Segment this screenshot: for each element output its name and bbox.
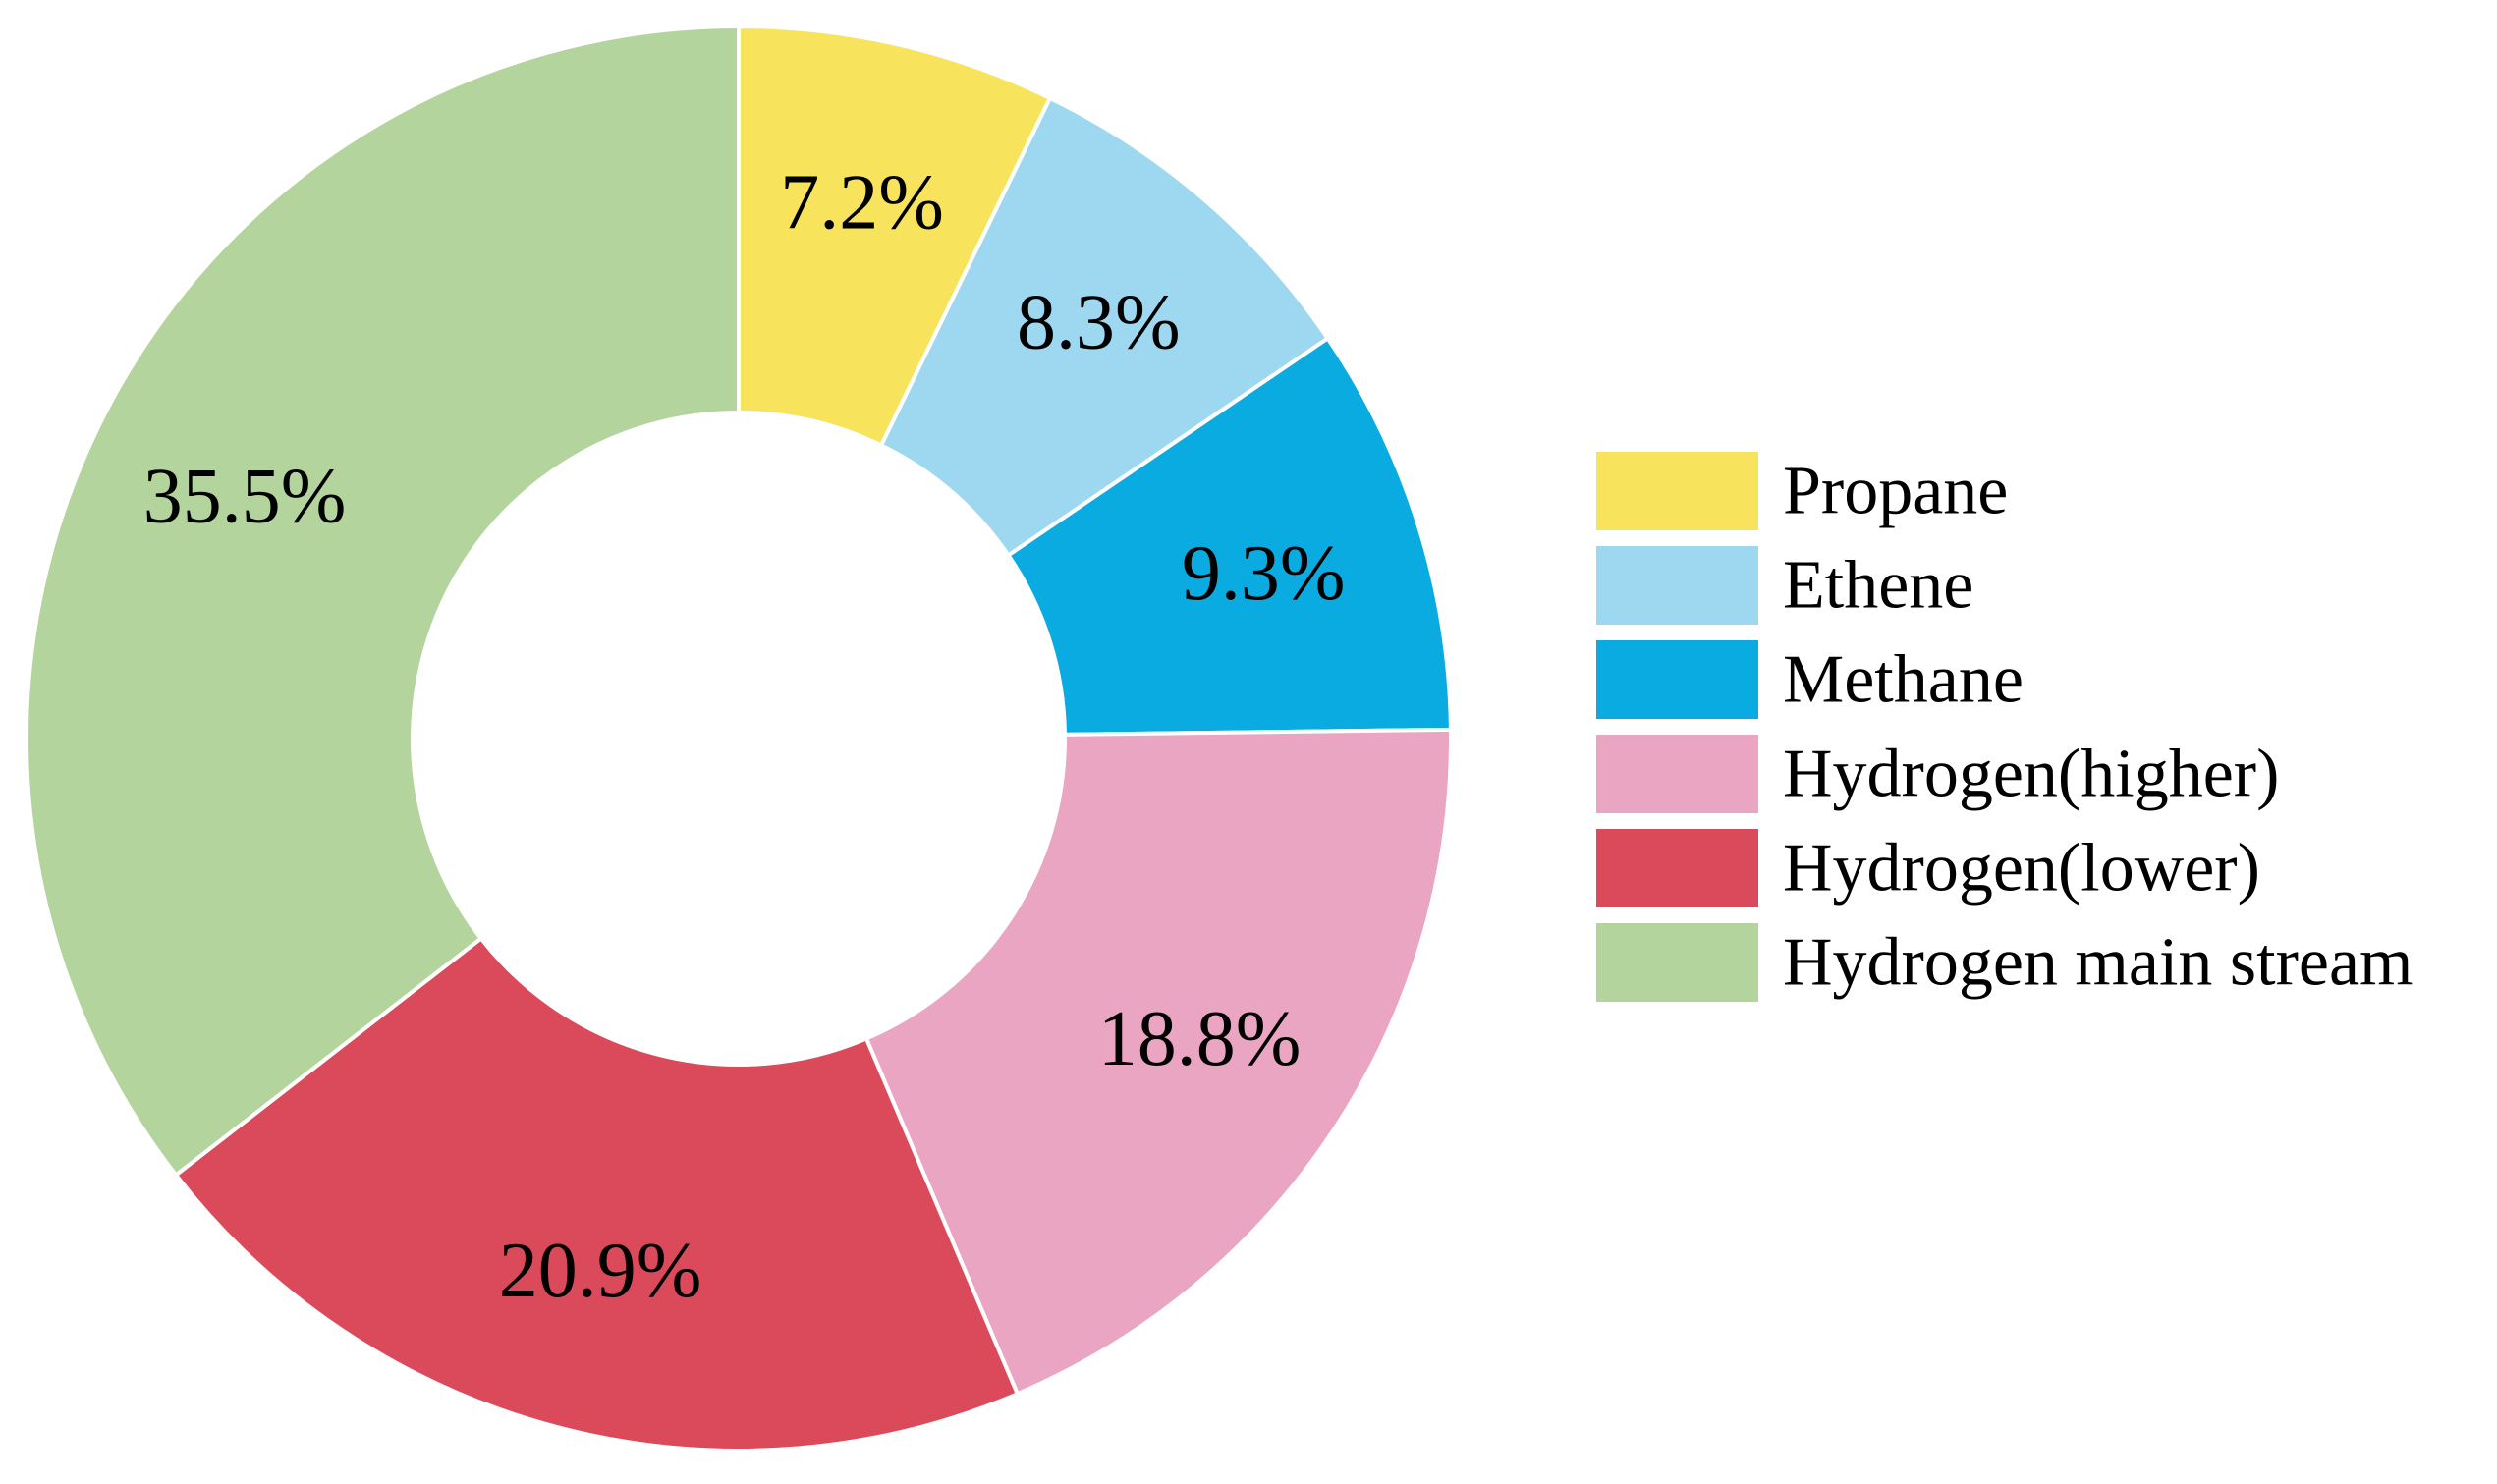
legend-swatch-hydrogen-lower — [1596, 829, 1758, 907]
data-label-hydrogen-higher: 18.8% — [1098, 996, 1302, 1082]
legend-item-ethene: Ethene — [1596, 546, 1973, 625]
slice-hydrogen-main-stream — [25, 24, 741, 1179]
legend-label-hydrogen-main-stream: Hydrogen main stream — [1783, 925, 2413, 1001]
legend: Propane Ethene Methane Hydrogen(higher) Hydr… — [1596, 452, 2413, 1002]
legend-item-hydrogen-higher: Hydrogen(higher) — [1596, 735, 2279, 813]
legend-item-propane: Propane — [1596, 452, 2008, 530]
legend-label-hydrogen-lower: Hydrogen(lower) — [1783, 831, 2260, 907]
data-label-methane: 9.3% — [1182, 530, 1346, 617]
data-label-hydrogen-main-stream: 35.5% — [143, 454, 347, 540]
legend-item-hydrogen-main-stream: Hydrogen main stream — [1596, 923, 2413, 1002]
slice-methane — [1005, 335, 1453, 737]
legend-label-propane: Propane — [1783, 454, 2008, 529]
legend-swatch-hydrogen-higher — [1596, 735, 1758, 813]
slice-hydrogen-lower — [173, 935, 1021, 1453]
data-label-ethene: 8.3% — [1017, 279, 1181, 365]
legend-label-ethene: Ethene — [1783, 548, 1973, 624]
legend-swatch-propane — [1596, 452, 1758, 530]
slice-hydrogen-higher — [863, 727, 1453, 1397]
legend-swatch-ethene — [1596, 546, 1758, 625]
legend-label-hydrogen-higher: Hydrogen(higher) — [1783, 737, 2279, 812]
data-label-hydrogen-lower: 20.9% — [499, 1228, 702, 1314]
data-label-propane: 7.2% — [780, 159, 944, 246]
slice-ethene — [878, 95, 1331, 559]
legend-label-methane: Methane — [1783, 642, 2024, 718]
slices-layer — [25, 24, 1453, 1453]
slice-labels-layer: 7.2% 8.3% 9.3% 18.8% 20.9% 35.5% — [143, 159, 1346, 1314]
legend-item-hydrogen-lower: Hydrogen(lower) — [1596, 829, 2260, 907]
legend-swatch-hydrogen-main-stream — [1596, 923, 1758, 1002]
legend-swatch-methane — [1596, 640, 1758, 719]
legend-item-methane: Methane — [1596, 640, 2024, 719]
slice-propane — [737, 24, 1053, 449]
